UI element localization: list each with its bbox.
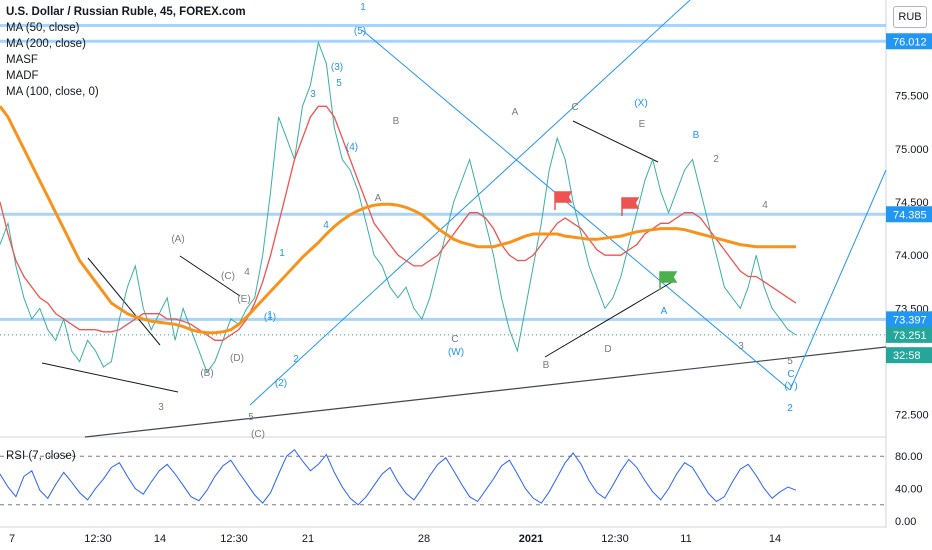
time-tick-label: 2021 xyxy=(519,533,543,545)
wave-label-gray: (C) xyxy=(221,271,235,282)
wave-label-blue: 1 xyxy=(360,2,366,13)
legend-masf[interactable]: MASF xyxy=(6,54,38,66)
chart-legend: U.S. Dollar / Russian Ruble, 45, FOREX.c… xyxy=(6,4,246,100)
wave-label-blue: 4 xyxy=(323,220,329,231)
time-tick-label: 11 xyxy=(680,533,691,545)
rsi-tick-label: 80.00 xyxy=(895,451,923,463)
rsi-legend[interactable]: RSI (7, close) xyxy=(6,450,76,462)
wave-label-gray: 5 xyxy=(787,356,793,367)
legend-ma50[interactable]: MA (50, close) xyxy=(6,22,80,34)
wave-label-gray: D xyxy=(604,344,611,355)
wave-label-gray: A xyxy=(512,107,519,118)
price-label-text: 76.012 xyxy=(893,36,927,48)
wave-label-gray: (D) xyxy=(230,353,244,364)
wave-label-gray: A xyxy=(375,193,382,204)
price-label-text: 73.397 xyxy=(893,314,927,326)
time-tick-label: 14 xyxy=(154,533,166,545)
wave-label-blue: B xyxy=(693,130,700,141)
price-label-text: 73.251 xyxy=(893,330,927,342)
wave-label-gray: 5 xyxy=(248,412,254,423)
wave-label-blue: (5) xyxy=(354,26,366,37)
series-line-ma-50-close- xyxy=(0,105,797,341)
time-tick-label: 14 xyxy=(769,533,781,545)
price-label-box xyxy=(886,326,932,343)
wave-label-gray: (C) xyxy=(251,429,265,440)
wave-label-gray: B xyxy=(543,360,550,371)
trendline-projection xyxy=(789,169,887,391)
wave-label-gray: (E) xyxy=(237,294,250,305)
triangle-line xyxy=(41,362,179,393)
wave-label-blue: (3) xyxy=(331,62,343,73)
legend-ma100[interactable]: MA (100, close, 0) xyxy=(6,86,99,98)
flag-marker xyxy=(621,197,640,216)
price-label-box xyxy=(886,206,932,223)
wave-label-blue: A xyxy=(661,306,668,317)
wave-label-blue: 5 xyxy=(336,78,342,89)
wave-label-gray: 3 xyxy=(158,402,164,413)
price-label-box xyxy=(886,347,932,364)
rsi-line xyxy=(0,448,797,506)
price-label-text: 74.385 xyxy=(893,209,927,221)
wave-label-gray: C xyxy=(571,102,578,113)
currency-button[interactable]: RUB xyxy=(893,6,927,28)
time-tick-label: 12:30 xyxy=(220,533,248,545)
wave-label-blue: 1 xyxy=(267,310,273,321)
time-tick-label: 12:30 xyxy=(601,533,629,545)
wave-label-blue: (X) xyxy=(634,98,647,109)
trendline-support xyxy=(84,346,887,438)
wave-label-gray: B xyxy=(393,116,400,127)
wave-label-blue: 2 xyxy=(787,403,793,414)
price-tick-label: 75.500 xyxy=(895,91,929,103)
flag-marker xyxy=(659,271,678,290)
price-tick-label: 72.500 xyxy=(895,410,929,422)
rsi-tick-label: 0.00 xyxy=(895,516,916,528)
wave-label-gray: (B) xyxy=(200,368,213,379)
chart-title: U.S. Dollar / Russian Ruble, 45, FOREX.c… xyxy=(6,6,246,18)
price-label-text: 32:58 xyxy=(893,350,921,362)
price-tick-label: 74.500 xyxy=(895,197,929,209)
triangle-line xyxy=(572,120,659,163)
wave-label-gray: (A) xyxy=(171,234,184,245)
wave-label-blue: 2 xyxy=(293,354,299,365)
series-line-price xyxy=(0,40,797,374)
trendline-channel-lower xyxy=(361,29,791,391)
rsi-tick-label: 40.00 xyxy=(895,484,923,496)
price-tick-label: 74.000 xyxy=(895,250,929,262)
triangle-line xyxy=(179,255,241,297)
wave-label-blue: 1 xyxy=(279,248,285,259)
series-line-ma-200-close- xyxy=(0,105,796,335)
wave-label-blue: (Y) xyxy=(784,381,797,392)
price-tick-label: 75.000 xyxy=(895,144,929,156)
time-tick-label: 12:30 xyxy=(84,533,112,545)
wave-label-blue: (4) xyxy=(346,142,358,153)
wave-label-blue: 3 xyxy=(310,89,316,100)
wave-label-gray: C xyxy=(451,334,458,345)
legend-ma200[interactable]: MA (200, close) xyxy=(6,38,86,50)
wave-label-blue: C xyxy=(787,369,794,380)
time-tick-label: 21 xyxy=(302,533,314,545)
wave-label-blue: (2) xyxy=(275,378,287,389)
time-tick-label: 7 xyxy=(9,533,15,545)
wave-label-gray: E xyxy=(639,119,646,130)
price-label-box xyxy=(886,311,932,328)
trendline-channel-upper xyxy=(249,0,691,406)
legend-madf[interactable]: MADF xyxy=(6,70,39,82)
flag-marker xyxy=(554,191,573,210)
wave-label-gray: 4 xyxy=(244,267,250,278)
triangle-line xyxy=(544,281,673,358)
wave-label-gray: 2 xyxy=(713,154,719,165)
wave-label-blue: (W) xyxy=(448,347,464,358)
wave-label-blue: (1) xyxy=(264,312,276,323)
wave-label-gray: 4 xyxy=(762,200,768,211)
price-label-box xyxy=(886,33,932,50)
time-tick-label: 28 xyxy=(418,533,430,545)
wave-label-gray: 3 xyxy=(738,341,744,352)
